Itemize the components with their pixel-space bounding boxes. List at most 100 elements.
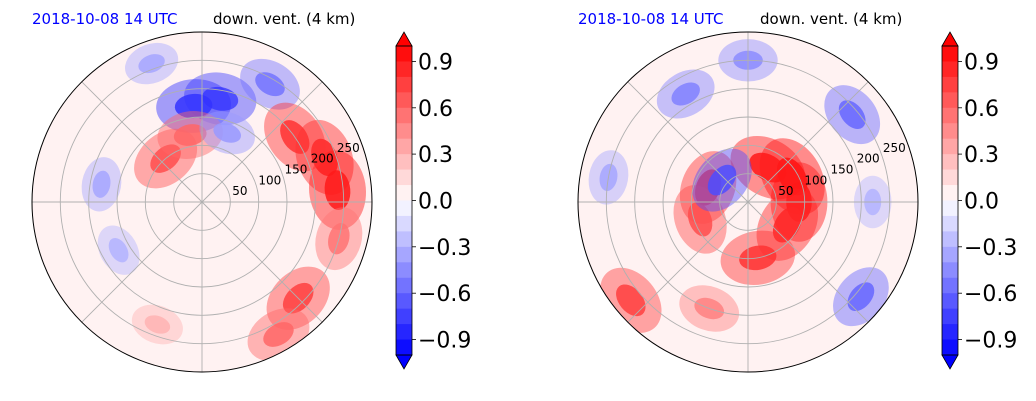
radial-tick-label: 100 [258,173,281,187]
colorbar-band [942,215,958,232]
grid-spoke [627,81,749,203]
colorbar-tick-label: 0.0 [418,190,453,215]
colorbar-band [396,308,412,325]
data-feature [81,157,122,212]
colorbar-band [942,324,958,341]
colorbar-band [942,231,958,248]
data-feature [124,42,179,85]
colorbar-band [396,339,412,356]
data-feature [692,148,752,212]
colorbar-band [396,200,412,217]
panel-left: 2018-10-08 14 UTC down. vent. (4 km) 50 1… [31,10,471,373]
colorbar-band [396,92,412,109]
radial-tick-label: 100 [804,173,827,187]
colorbar-band [396,107,412,124]
data-feature [656,69,715,119]
grid-spoke [81,201,203,323]
radial-tick-label: 200 [311,152,334,166]
data-feature [730,135,806,200]
colorbar-band [942,123,958,140]
panel-left-grid [32,32,372,372]
panel-right-colorbar: 0.9 0.6 0.3 0.0 −0.3 −0.6 −0.9 [941,31,1017,370]
colorbar-band [942,185,958,202]
colorbar-band [396,76,412,93]
colorbar-tick-label: 0.9 [964,50,999,75]
radial-tick-label: 250 [337,141,360,155]
grid-spoke [747,81,869,203]
colorbar-band [942,107,958,124]
colorbar-band [942,277,958,294]
radial-tick-label: 250 [883,141,906,155]
colorbar-band [942,154,958,171]
colorbar-band [396,262,412,279]
radial-tick-label: 150 [831,163,854,177]
data-feature [199,111,255,155]
colorbar-band [942,262,958,279]
grid-spoke [201,81,323,203]
colorbar-band [396,123,412,140]
data-feature [156,79,232,133]
data-feature [157,111,223,159]
colorbar-band [396,324,412,341]
colorbar-tick-label: 0.3 [964,143,999,168]
data-feature [824,85,881,145]
colorbar-band [396,277,412,294]
panel-left-colorbar: 0.9 0.6 0.3 0.0 −0.3 −0.6 −0.9 [395,31,471,370]
colorbar-extend-min [941,354,959,370]
radial-tick-label: 50 [232,184,247,198]
colorbar-band [396,246,412,263]
radial-tick-label: 200 [857,152,880,166]
data-feature [131,304,183,345]
colorbar-tick-label: −0.6 [418,282,471,307]
colorbar-band [942,76,958,93]
panel-right-outline [577,31,919,373]
data-feature [97,225,140,275]
colorbar-band [942,92,958,109]
colorbar-band [396,61,412,78]
colorbar-band [942,308,958,325]
panel-left-title-date: 2018-10-08 14 UTC [32,10,178,28]
colorbar-tick-label: −0.3 [418,236,471,261]
colorbar-band [396,215,412,232]
colorbar-band [942,138,958,155]
colorbar-band [942,339,958,356]
colorbar-band [942,293,958,310]
colorbar-tick-label: −0.9 [418,329,471,354]
colorbar-tick-label: 0.6 [964,97,999,122]
radial-tick-label: 50 [778,184,793,198]
colorbar-extend-max [941,31,959,47]
colorbar-band [396,293,412,310]
colorbar-tick-label: 0.3 [418,143,453,168]
colorbar-band [396,231,412,248]
colorbar-band [396,169,412,186]
colorbar-tick-label: −0.9 [964,329,1017,354]
panel-right-title-date: 2018-10-08 14 UTC [578,10,724,28]
colorbar-tick-label: 0.6 [418,97,453,122]
colorbar-extend-min [395,354,413,370]
colorbar-band [942,169,958,186]
colorbar-band [396,154,412,171]
colorbar-band [396,138,412,155]
panel-left-title-variable: down. vent. (4 km) [213,10,355,28]
colorbar-extend-max [395,31,413,47]
colorbar-band [942,46,958,63]
data-feature [756,188,819,261]
colorbar-band [396,46,412,63]
radial-tick-label: 150 [285,163,308,177]
colorbar-band [942,200,958,217]
grid-spoke [627,201,749,323]
panel-right-title-variable: down. vent. (4 km) [760,10,902,28]
panel-right: 2018-10-08 14 UTC down. vent. (4 km) 50 1… [577,10,1017,373]
panel-left-outline [31,31,373,373]
colorbar-tick-label: −0.6 [964,282,1017,307]
colorbar-band [942,246,958,263]
colorbar-band [942,61,958,78]
data-feature [240,58,300,110]
panel-right-grid [578,32,918,372]
grid-spoke [747,201,869,323]
colorbar-tick-label: 0.9 [418,50,453,75]
